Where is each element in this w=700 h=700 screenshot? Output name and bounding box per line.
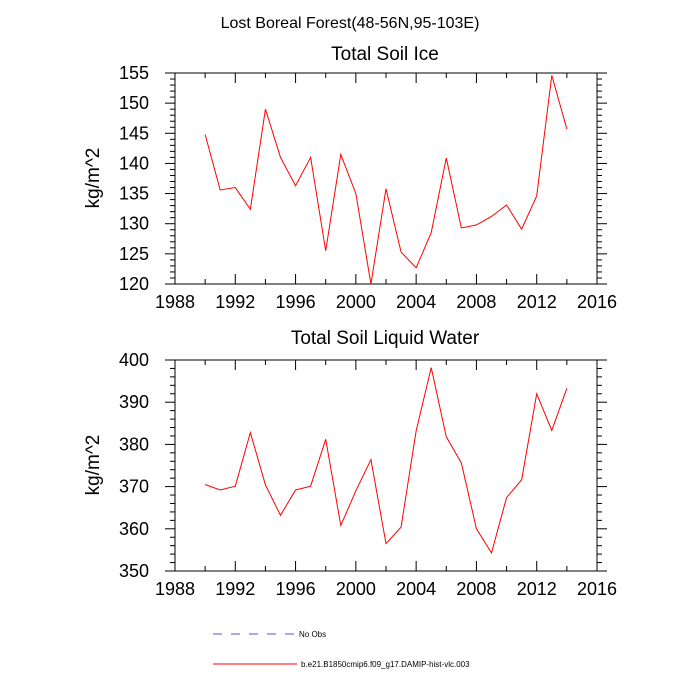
x-tick-label: 2012 <box>517 292 557 312</box>
y-tick-label: 150 <box>119 93 149 113</box>
x-tick-label: 2008 <box>456 292 496 312</box>
x-tick-label: 1996 <box>276 579 316 599</box>
legend: No Obs b.e21.B1850cmip6.f09_g17.DAMIP-hi… <box>213 630 470 669</box>
x-tick-label: 2004 <box>396 292 436 312</box>
plot-frame <box>174 72 598 285</box>
y-tick-label: 120 <box>119 274 149 294</box>
y-tick-label: 380 <box>119 434 149 454</box>
panel-total-soil-liquid-water: Total Soil Liquid Water kg/m^2 1988 1992 1… <box>83 328 617 599</box>
figure-title: Lost Boreal Forest(48-56N,95-103E) <box>221 15 480 32</box>
x-tick-label: 2008 <box>456 579 496 599</box>
y-tick-label: 125 <box>119 244 149 264</box>
axis-ticks: 1988 1992 1996 2000 2004 2008 2012 2016 350 360 37… <box>119 350 617 599</box>
series-line <box>204 75 568 285</box>
y-axis-label: kg/m^2 <box>83 435 104 496</box>
y-tick-label: 130 <box>119 214 149 234</box>
x-tick-label: 2004 <box>396 579 436 599</box>
panel-total-soil-ice: Total Soil Ice kg/m^2 1988 1992 1996 2000 20… <box>83 44 617 312</box>
y-tick-label: 370 <box>119 477 149 497</box>
y-tick-label: 360 <box>119 519 149 539</box>
y-tick-label: 145 <box>119 123 149 143</box>
axis-ticks: 1988 1992 1996 2000 2004 2008 2012 2016 120 125 13… <box>119 63 617 312</box>
x-tick-label: 2000 <box>336 292 376 312</box>
plot-frame <box>174 359 598 572</box>
y-tick-label: 390 <box>119 392 149 412</box>
y-tick-label: 135 <box>119 184 149 204</box>
x-tick-label: 2000 <box>336 579 376 599</box>
y-tick-label: 140 <box>119 153 149 173</box>
x-tick-label: 1996 <box>276 292 316 312</box>
y-tick-label: 350 <box>119 561 149 581</box>
legend-label-no-obs: No Obs <box>299 630 326 639</box>
y-tick-label: 400 <box>119 350 149 370</box>
series-line <box>204 367 568 555</box>
x-tick-label: 1988 <box>155 292 195 312</box>
x-tick-label: 1988 <box>155 579 195 599</box>
x-tick-label: 1992 <box>215 292 255 312</box>
legend-label-model: b.e21.B1850cmip6.f09_g17.DAMIP-hist-vlc.… <box>301 660 470 669</box>
y-axis-label: kg/m^2 <box>83 148 104 209</box>
x-tick-label: 2012 <box>517 579 557 599</box>
y-tick-label: 155 <box>119 63 149 83</box>
x-tick-label: 2016 <box>577 292 617 312</box>
x-tick-label: 1992 <box>215 579 255 599</box>
x-tick-label: 2016 <box>577 579 617 599</box>
panel-title: Total Soil Ice <box>331 44 439 65</box>
panel-title: Total Soil Liquid Water <box>291 328 480 349</box>
